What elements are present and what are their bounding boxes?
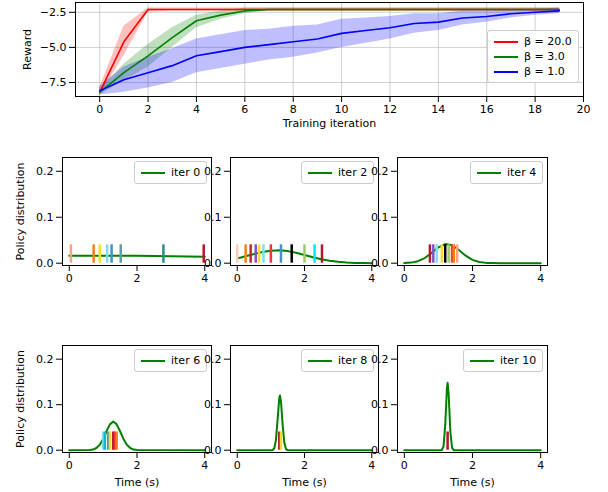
svg-text:20: 20 <box>577 103 591 116</box>
svg-text:10: 10 <box>335 103 349 116</box>
html-text:β = 1.0: β = 1.0 <box>524 65 565 78</box>
svg-text:2: 2 <box>134 459 141 472</box>
svg-text:0: 0 <box>234 272 241 285</box>
html-text:iter 6: iter 6 <box>171 354 201 367</box>
svg-text:0.0: 0.0 <box>204 444 222 457</box>
svg-text:14: 14 <box>431 103 445 116</box>
svg-text:0.2: 0.2 <box>371 353 389 366</box>
html-text:iter 10: iter 10 <box>500 354 537 367</box>
svg-text:0.1: 0.1 <box>371 211 389 224</box>
svg-text:0.0: 0.0 <box>204 257 222 270</box>
svg-text:4: 4 <box>368 459 375 472</box>
html-text:iter 4: iter 4 <box>507 166 537 179</box>
svg-text:Time (s): Time (s) <box>281 476 327 489</box>
svg-text:0.0: 0.0 <box>36 444 54 457</box>
svg-text:4: 4 <box>201 459 208 472</box>
svg-text:0.1: 0.1 <box>204 211 222 224</box>
html-text:iter 0: iter 0 <box>171 166 201 179</box>
svg-text:8: 8 <box>290 103 297 116</box>
svg-text:2: 2 <box>301 272 308 285</box>
svg-text:0: 0 <box>401 459 408 472</box>
svg-text:−5.0: −5.0 <box>40 41 67 54</box>
html-text:β = 20.0: β = 20.0 <box>524 35 572 48</box>
svg-text:Time (s): Time (s) <box>114 476 160 489</box>
svg-text:0.0: 0.0 <box>36 257 54 270</box>
svg-text:Reward: Reward <box>21 29 34 70</box>
html-text:β = 3.0: β = 3.0 <box>524 50 565 63</box>
svg-text:Time (s): Time (s) <box>449 476 495 489</box>
svg-text:0.2: 0.2 <box>204 165 222 178</box>
svg-text:4: 4 <box>193 103 200 116</box>
svg-text:4: 4 <box>368 272 375 285</box>
svg-text:2: 2 <box>301 459 308 472</box>
svg-text:0: 0 <box>96 103 103 116</box>
svg-text:2: 2 <box>134 272 141 285</box>
svg-text:0: 0 <box>234 459 241 472</box>
svg-text:16: 16 <box>480 103 494 116</box>
svg-text:Policy distribution: Policy distribution <box>14 350 27 448</box>
svg-text:0.2: 0.2 <box>371 165 389 178</box>
svg-text:0.1: 0.1 <box>204 398 222 411</box>
svg-text:0.0: 0.0 <box>371 257 389 270</box>
svg-text:0: 0 <box>401 272 408 285</box>
svg-text:0.0: 0.0 <box>371 444 389 457</box>
svg-text:0: 0 <box>66 459 73 472</box>
svg-text:4: 4 <box>201 272 208 285</box>
svg-text:2: 2 <box>469 459 476 472</box>
svg-text:0.2: 0.2 <box>36 353 54 366</box>
svg-text:0.2: 0.2 <box>36 165 54 178</box>
svg-text:2: 2 <box>469 272 476 285</box>
svg-text:0.1: 0.1 <box>36 398 54 411</box>
svg-text:12: 12 <box>383 103 397 116</box>
svg-text:0: 0 <box>66 272 73 285</box>
svg-text:Policy distribution: Policy distribution <box>14 163 27 261</box>
svg-text:Training iteration: Training iteration <box>282 117 376 130</box>
html-text:iter 8: iter 8 <box>338 354 368 367</box>
svg-text:2: 2 <box>145 103 152 116</box>
svg-text:4: 4 <box>537 272 544 285</box>
svg-text:4: 4 <box>537 459 544 472</box>
svg-text:0.1: 0.1 <box>36 211 54 224</box>
svg-text:0.1: 0.1 <box>371 398 389 411</box>
svg-text:−2.5: −2.5 <box>40 6 67 19</box>
svg-text:6: 6 <box>241 103 248 116</box>
svg-text:18: 18 <box>528 103 542 116</box>
html-text:iter 2: iter 2 <box>338 166 368 179</box>
svg-text:−7.5: −7.5 <box>40 76 67 89</box>
svg-text:0.2: 0.2 <box>204 353 222 366</box>
